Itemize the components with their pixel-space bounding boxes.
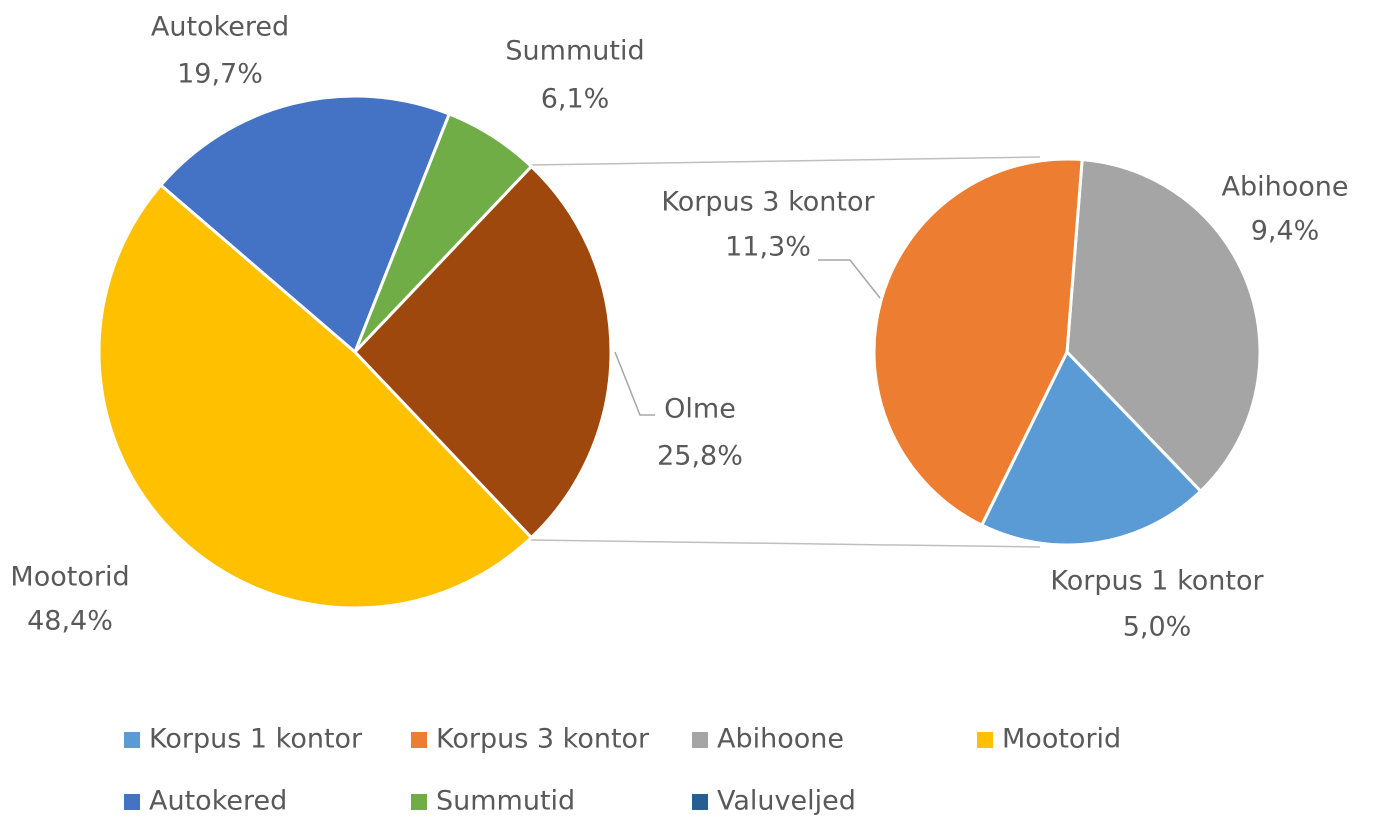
data-label-value: 9,4% (1251, 216, 1320, 247)
data-label-name: Korpus 3 kontor (661, 187, 875, 218)
data-label-value: 48,4% (27, 606, 113, 637)
pie-slice (979, 349, 1203, 547)
legend-swatch (124, 732, 140, 748)
legend-swatch (411, 732, 427, 748)
legend-label: Mootorid (1002, 724, 1121, 755)
pie-slice (1065, 157, 1262, 494)
connector-line (529, 539, 1041, 548)
data-label-name: Autokered (151, 12, 289, 43)
legend-swatch (124, 794, 140, 810)
leader-line (818, 259, 881, 299)
legend-label: Valuveljed (717, 786, 856, 817)
data-label-name: Korpus 1 kontor (1050, 566, 1264, 597)
data-label-value: 6,1% (541, 84, 610, 115)
legend-swatch (411, 794, 427, 810)
pie-slice (352, 164, 613, 540)
leader-line (614, 351, 655, 416)
data-label-value: 11,3% (725, 232, 811, 263)
pie-slice (97, 183, 534, 610)
legend-swatch (692, 732, 708, 748)
legend-label: Summutid (436, 786, 575, 817)
data-label-name: Mootorid (10, 562, 129, 593)
legend-swatch (692, 794, 708, 810)
legend-label: Korpus 1 kontor (149, 724, 363, 755)
pie-slice (158, 94, 452, 355)
legend-swatch (977, 732, 993, 748)
legend-label: Abihoone (717, 724, 844, 755)
data-label-name: Summutid (505, 36, 644, 67)
data-label-value: 25,8% (657, 441, 743, 472)
data-label-value: 19,7% (177, 59, 263, 90)
pie-slice (872, 157, 1084, 528)
connector-line (529, 156, 1041, 166)
data-label-name: Abihoone (1222, 172, 1349, 203)
legend-label: Autokered (149, 786, 287, 817)
legend-label: Korpus 3 kontor (436, 724, 650, 755)
data-label-value: 5,0% (1123, 612, 1192, 643)
data-label-name: Olme (664, 394, 736, 425)
